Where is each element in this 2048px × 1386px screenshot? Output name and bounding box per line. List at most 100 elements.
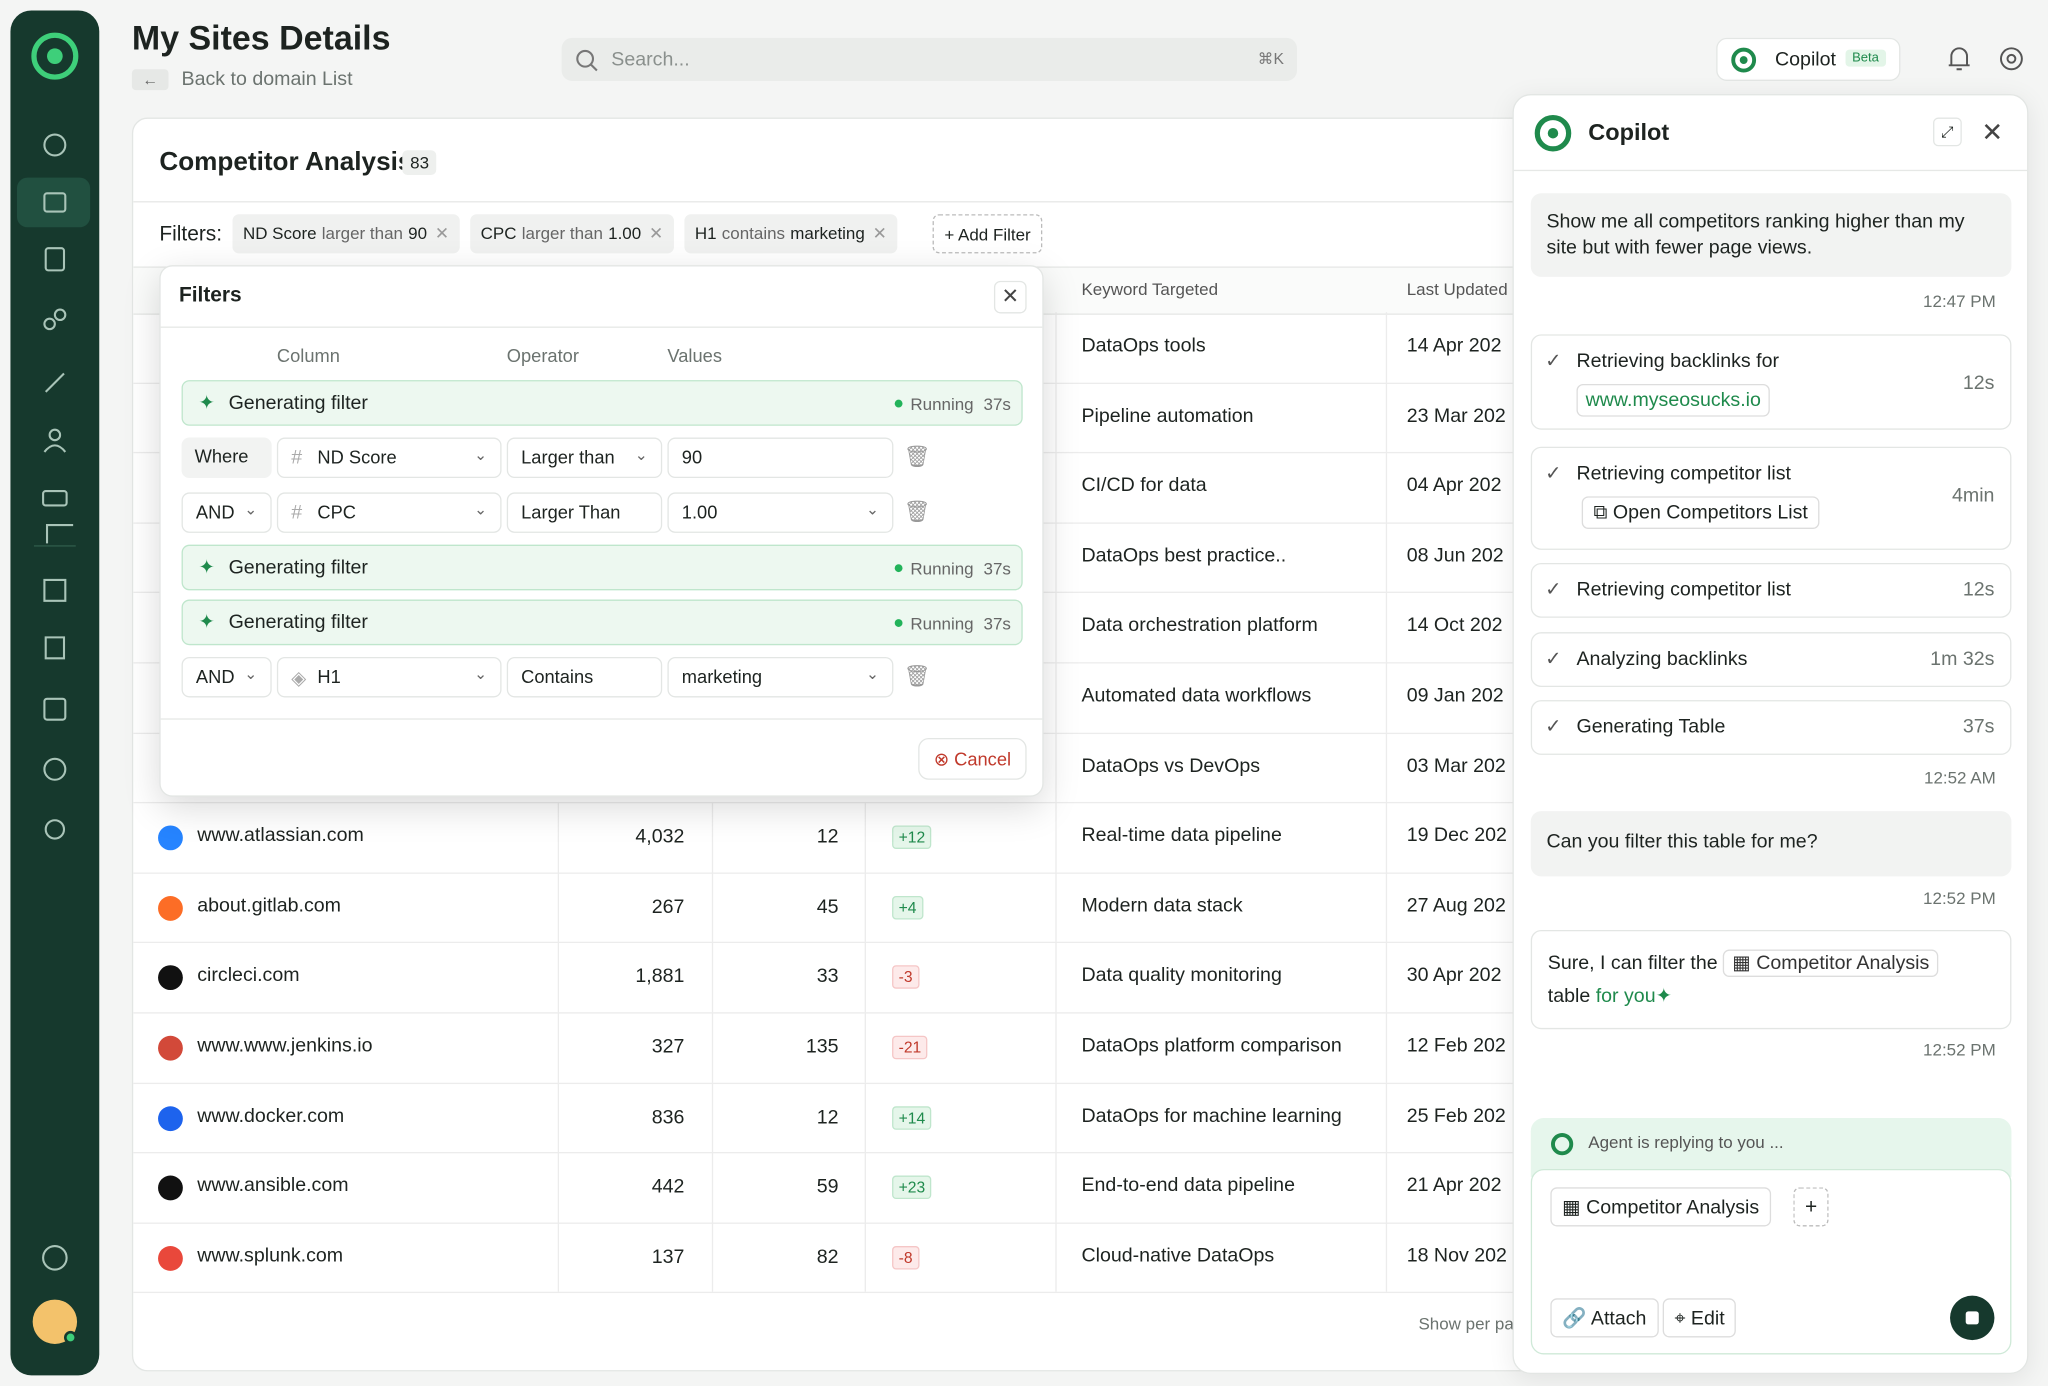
field-value: 1.00 xyxy=(682,502,718,523)
dropdown-arrow: ⌄ xyxy=(866,665,879,683)
search-bar[interactable]: Search... ⌘K xyxy=(562,38,1297,81)
field-conjunction[interactable]: Where xyxy=(182,438,272,478)
field-conjunction[interactable]: AND⌄ xyxy=(182,657,272,697)
cell-rank: 59 xyxy=(817,1176,839,1198)
cell-rank: 45 xyxy=(817,896,839,918)
expand-button[interactable]: ⤢ xyxy=(1933,118,1962,147)
cell-domain: www.www.jenkins.io xyxy=(197,1034,372,1056)
chip-column: ND Score xyxy=(243,223,317,243)
column-border xyxy=(1386,1082,1387,1152)
close-button[interactable]: ✕ xyxy=(1981,116,2003,149)
site-icon xyxy=(158,826,183,851)
column-border xyxy=(1386,872,1387,942)
generating-row: ✦Generating filterRunning37s xyxy=(182,380,1023,426)
cell-rank: 12 xyxy=(817,1106,839,1128)
divider xyxy=(161,718,1043,719)
table-chip[interactable]: ▦ Competitor Analysis xyxy=(1723,950,1938,977)
divider xyxy=(161,327,1043,328)
field-value[interactable]: 1.00 ⌄ xyxy=(667,492,893,532)
column-border xyxy=(1055,452,1056,522)
step: ✓Retrieving competitor list12s xyxy=(1531,563,2012,618)
add-filter-label: Add Filter xyxy=(958,225,1031,245)
filters-label: Filters: xyxy=(159,223,222,247)
reply-text: table xyxy=(1548,985,1590,1007)
chip-value: marketing xyxy=(790,223,865,243)
field-value: Larger Than xyxy=(521,502,620,523)
add-context-button[interactable]: + xyxy=(1793,1187,1829,1226)
cell-change: -8 xyxy=(892,1246,919,1270)
cell-date: 12 Feb 202 xyxy=(1407,1034,1506,1056)
column-border xyxy=(1055,1082,1056,1152)
step-duration: 37s xyxy=(1963,716,1995,738)
column-border xyxy=(865,802,866,872)
field-operator[interactable]: Larger than⌄ xyxy=(507,438,662,478)
copilot-panel: Copilot ⤢ ✕ Show me all competitors rank… xyxy=(1512,94,2028,1374)
cell-change: +4 xyxy=(892,896,923,920)
notification-icon[interactable] xyxy=(1946,44,1972,73)
step-action[interactable]: ⧉ Open Competitors List xyxy=(1582,496,1820,529)
filter-chip[interactable]: H1containsmarketing✕ xyxy=(684,214,897,253)
cell-keyword: DataOps for machine learning xyxy=(1081,1104,1341,1126)
field-column[interactable]: #ND Score⌄ xyxy=(277,438,502,478)
column-border xyxy=(1055,662,1056,732)
copilot-title: Copilot xyxy=(1588,119,1669,146)
add-filter-button[interactable]: + Add Filter xyxy=(933,214,1043,253)
filter-chip[interactable]: CPClarger than1.00✕ xyxy=(470,214,674,253)
cell-pages: 442 xyxy=(652,1176,685,1198)
cell-pages: 327 xyxy=(652,1036,685,1058)
cell-domain: www.ansible.com xyxy=(197,1174,348,1196)
cell-date: 23 Mar 202 xyxy=(1407,404,1506,426)
column-border xyxy=(1055,522,1056,592)
sparkle-icon: ✦ xyxy=(199,610,215,634)
back-link[interactable]: Back to domain List xyxy=(182,68,353,90)
settings-icon[interactable] xyxy=(1997,44,2026,73)
field-operator[interactable]: Larger Than xyxy=(507,492,662,532)
beta-badge: Beta xyxy=(1846,50,1886,67)
dropdown-arrow: ⌄ xyxy=(866,500,879,518)
field-value[interactable]: marketing⌄ xyxy=(667,657,893,697)
cell-keyword: Data orchestration platform xyxy=(1081,614,1317,636)
field-conjunction[interactable]: AND⌄ xyxy=(182,492,272,532)
cell-keyword: DataOps vs DevOps xyxy=(1081,754,1260,776)
copilot-logo xyxy=(1529,114,1581,153)
chat-input[interactable]: ▦ Competitor Analysis + 🔗 Attach ⌖ Edit xyxy=(1531,1169,2012,1354)
column-border xyxy=(1386,312,1387,382)
chip-remove: ✕ xyxy=(873,223,887,243)
cancel-button[interactable]: ⊗ Cancel xyxy=(918,738,1026,780)
field-value[interactable]: 90 xyxy=(667,438,893,478)
field-column[interactable]: #CPC⌄ xyxy=(277,492,502,532)
cell-date: 09 Jan 202 xyxy=(1407,684,1504,706)
column-border xyxy=(1055,1222,1056,1292)
site-icon xyxy=(158,1246,183,1271)
step-link[interactable]: www.myseosucks.io xyxy=(1576,384,1770,417)
stop-button[interactable] xyxy=(1950,1296,1994,1340)
cell-pages: 267 xyxy=(652,896,685,918)
cell-change: -21 xyxy=(892,1036,928,1060)
field-value: 90 xyxy=(682,447,702,468)
copilot-button-label: Copilot xyxy=(1775,48,1836,70)
status-time: 37s xyxy=(984,559,1011,579)
copilot-button[interactable]: Copilot Beta xyxy=(1716,38,1900,81)
divider xyxy=(1514,170,2027,171)
column-border xyxy=(1386,1222,1387,1292)
close-button[interactable]: ✕ xyxy=(994,281,1027,314)
chip-value: 90 xyxy=(408,223,427,243)
field-column[interactable]: ◈H1⌄ xyxy=(277,657,502,697)
filter-chip[interactable]: ND Scorelarger than90✕ xyxy=(232,214,459,253)
cell-rank: 33 xyxy=(817,966,839,988)
column-border xyxy=(1055,942,1056,1012)
cell-keyword: DataOps platform comparison xyxy=(1081,1034,1341,1056)
step-label: Retrieving competitor list xyxy=(1576,579,1791,601)
status-label: Running xyxy=(910,559,973,579)
step: ✓Analyzing backlinks1m 32s xyxy=(1531,632,2012,687)
input-chip[interactable]: ▦ Competitor Analysis xyxy=(1550,1187,1771,1226)
field-operator[interactable]: Contains xyxy=(507,657,662,697)
cell-domain: www.atlassian.com xyxy=(197,824,364,846)
attach-button[interactable]: 🔗 Attach xyxy=(1550,1298,1658,1337)
chip-remove: ✕ xyxy=(649,223,663,243)
back-arrow[interactable]: ← xyxy=(132,69,169,90)
status-dot xyxy=(895,400,903,408)
edit-button[interactable]: ⌖ Edit xyxy=(1663,1298,1737,1337)
edit-label: Edit xyxy=(1691,1307,1725,1329)
